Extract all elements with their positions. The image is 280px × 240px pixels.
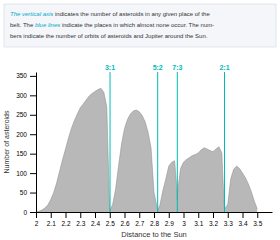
annotation-text: belt. The <box>10 22 35 28</box>
y-tick-mark <box>30 173 36 174</box>
x-tick-mark <box>154 212 155 218</box>
x-tick: 3 <box>182 212 186 227</box>
x-tick: 2.1 <box>47 212 56 227</box>
y-tick-mark <box>30 115 36 116</box>
x-tick: 2.4 <box>91 212 100 227</box>
x-tick-mark <box>80 212 81 218</box>
y-tick-mark <box>30 76 36 77</box>
x-tick-label: 2.9 <box>165 220 174 227</box>
x-tick: 2.8 <box>150 212 159 227</box>
y-tick-mark <box>30 212 36 213</box>
y-tick-label: 100 <box>16 170 27 177</box>
x-tick-mark <box>257 212 258 218</box>
y-tick-label: 300 <box>16 92 27 99</box>
y-tick: 0 <box>23 209 36 216</box>
y-tick: 100 <box>16 170 36 177</box>
y-tick: 50 <box>20 189 36 196</box>
y-tick-label: 250 <box>16 111 27 118</box>
resonance-label: 3:1 <box>105 64 115 71</box>
y-tick-label: 200 <box>16 131 27 138</box>
annotation-line: belt. The blue lines indicate the places… <box>10 22 214 28</box>
x-tick-label: 2.5 <box>106 220 115 227</box>
x-tick-mark <box>198 212 199 218</box>
text-box <box>4 4 276 47</box>
annotation-line: bers indicate the number of orbits of as… <box>10 33 208 39</box>
resonance-label: 5:2 <box>153 64 163 71</box>
x-axis-title: Distance to the Sun <box>121 230 186 239</box>
resonance-line <box>110 72 111 212</box>
annotation-text: indicate the places in which almost none… <box>60 22 214 28</box>
annotation-text: indicates the number of asteroids in any… <box>53 11 210 17</box>
y-tick: 150 <box>16 150 36 157</box>
annotation-text: The vertical axis <box>10 11 53 17</box>
x-tick-mark <box>95 212 96 218</box>
y-tick: 350 <box>16 72 36 79</box>
x-tick-mark <box>125 212 126 218</box>
y-tick-mark <box>30 193 36 194</box>
y-tick: 200 <box>16 131 36 138</box>
x-tick: 2.2 <box>61 212 70 227</box>
x-tick-mark <box>66 212 67 218</box>
x-tick-label: 3.4 <box>238 220 247 227</box>
x-tick: 3.3 <box>224 212 233 227</box>
plot-area <box>36 72 257 212</box>
x-tick-label: 3 <box>182 220 186 227</box>
y-tick-mark <box>30 134 36 135</box>
annotation-text: blue lines <box>35 22 60 28</box>
x-tick: 3.4 <box>238 212 247 227</box>
x-tick-label: 2.8 <box>150 220 159 227</box>
y-axis-line <box>36 73 37 213</box>
x-tick-mark <box>213 212 214 218</box>
x-tick-label: 2.4 <box>91 220 100 227</box>
x-tick-mark <box>51 212 52 218</box>
x-tick: 3.1 <box>194 212 203 227</box>
y-axis: 0 50 100 150 200 250 300 350 <box>16 72 36 215</box>
annotation-line: The vertical axis indicates the number o… <box>10 11 210 17</box>
x-axis: 2 2.1 2.2 2.3 2.4 2.5 2.6 2.7 2.8 2.9 3 3.1 3.2 3.3 3.… <box>35 212 273 227</box>
resonance-line <box>157 72 158 212</box>
resonance-line <box>177 72 178 212</box>
y-tick: 300 <box>16 92 36 99</box>
x-tick-mark <box>184 212 185 218</box>
x-tick-label: 3.5 <box>253 220 262 227</box>
x-tick-label: 3.1 <box>194 220 203 227</box>
x-tick: 3.5 <box>253 212 262 227</box>
x-tick-mark <box>228 212 229 218</box>
x-tick: 2.9 <box>165 212 174 227</box>
x-tick-label: 2.2 <box>61 220 70 227</box>
annotation-text: bers indicate the number of orbits of as… <box>10 33 208 39</box>
y-axis-title: Number of asteroids <box>3 110 10 174</box>
resonance-line <box>224 72 225 212</box>
chart: The vertical axis indicates the number o… <box>0 0 280 240</box>
x-tick-label: 2.7 <box>135 220 144 227</box>
x-tick-label: 2.3 <box>76 220 85 227</box>
y-tick-mark <box>30 154 36 155</box>
y-tick-label: 50 <box>20 189 28 196</box>
x-tick-label: 3.3 <box>224 220 233 227</box>
x-tick-mark <box>36 212 37 218</box>
x-tick-label: 2 <box>35 220 39 227</box>
x-tick: 2.3 <box>76 212 85 227</box>
x-tick-label: 2.1 <box>47 220 56 227</box>
x-tick-mark <box>169 212 170 218</box>
y-tick-label: 350 <box>16 72 27 79</box>
resonance-label: 2:1 <box>219 64 229 71</box>
x-tick: 3.2 <box>209 212 218 227</box>
x-tick-mark <box>110 212 111 218</box>
x-tick-mark <box>243 212 244 218</box>
x-tick-mark <box>139 212 140 218</box>
y-tick: 250 <box>16 111 36 118</box>
x-tick-label: 3.2 <box>209 220 218 227</box>
y-tick-mark <box>30 95 36 96</box>
y-tick-label: 150 <box>16 150 27 157</box>
x-tick: 2.5 <box>106 212 115 227</box>
x-tick-label: 2.6 <box>120 220 129 227</box>
x-tick: 2 <box>35 212 39 227</box>
x-tick: 2.6 <box>120 212 129 227</box>
y-tick-label: 0 <box>23 209 27 216</box>
resonance-label: 7:3 <box>172 64 182 71</box>
x-tick: 2.7 <box>135 212 144 227</box>
